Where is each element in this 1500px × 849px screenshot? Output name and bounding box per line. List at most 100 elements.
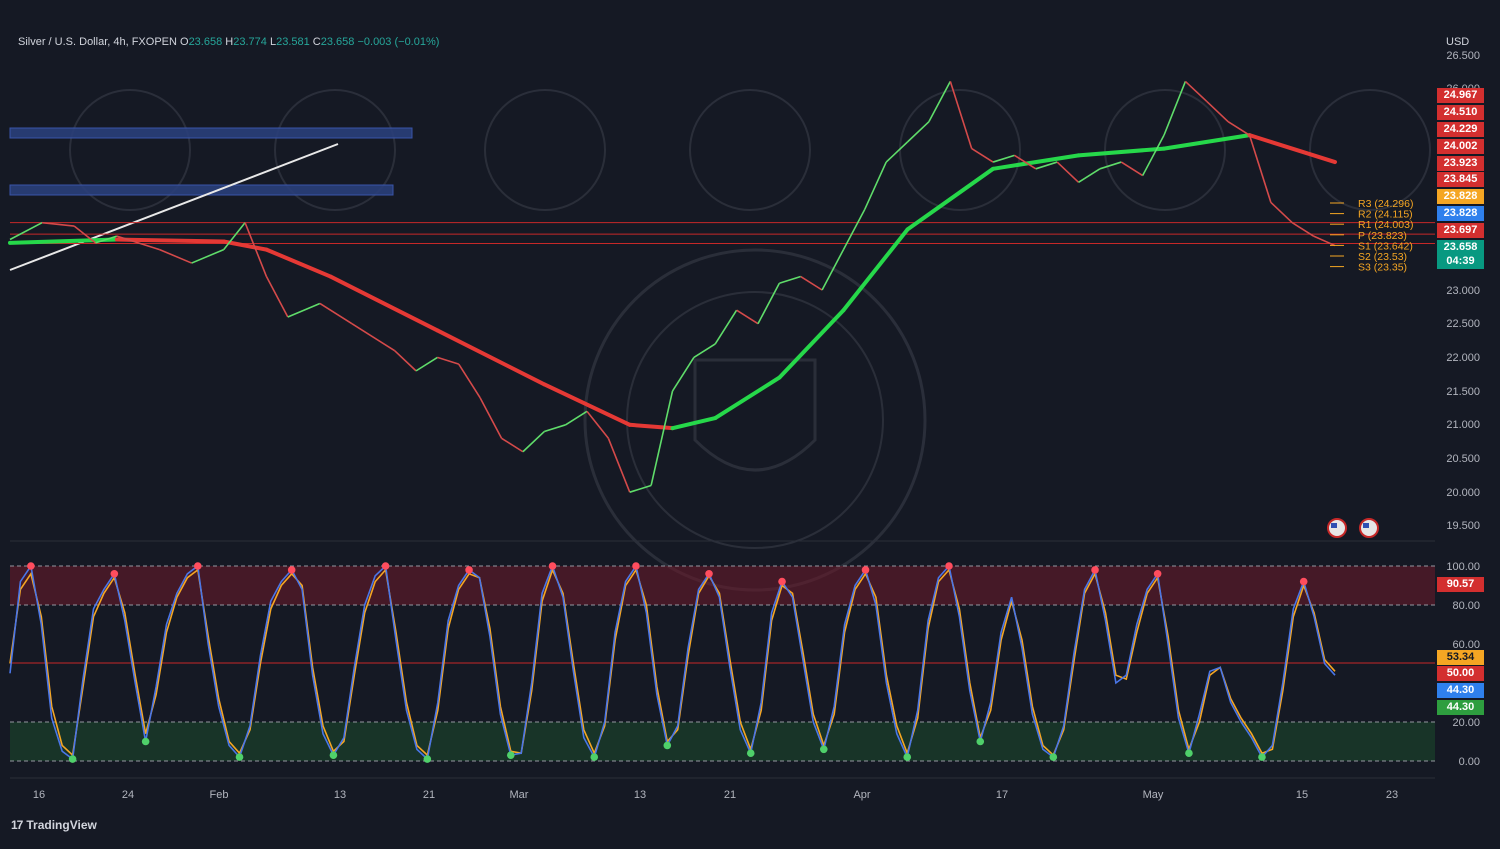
price-tag[interactable]: 24.510 <box>1437 105 1484 120</box>
stoch-overbought-dot <box>465 566 473 574</box>
moving-average-segment <box>114 237 226 244</box>
price-tag[interactable]: 23.923 <box>1437 156 1484 171</box>
tradingview-logo[interactable]: 17 TradingView <box>11 818 97 832</box>
stoch-oversold-dot <box>746 749 755 757</box>
price-segment <box>73 225 96 244</box>
stoch-tag[interactable]: 90.57 <box>1437 577 1484 592</box>
moving-average-segment <box>1162 133 1252 151</box>
pivot-label: R1 (24.003) <box>1358 219 1413 231</box>
pivot-label: P (23.823) <box>1358 230 1407 242</box>
price-segment <box>394 350 417 372</box>
moving-average-segment <box>328 274 440 333</box>
time-axis-tick-label: Feb <box>210 789 229 801</box>
price-tag[interactable]: 23.697 <box>1437 223 1484 238</box>
price-segment <box>479 397 503 439</box>
moving-average-segment <box>713 375 782 421</box>
price-segment <box>1099 161 1122 170</box>
trend-line[interactable] <box>9 143 339 271</box>
price-segment <box>1291 221 1315 237</box>
price-axis-tick-label: 26.500 <box>1446 50 1480 62</box>
price-segment <box>693 343 716 359</box>
price-segment <box>415 356 438 372</box>
price-axis-tick-label: 19.500 <box>1446 520 1480 532</box>
stoch-overbought-dot <box>945 562 953 570</box>
price-tag[interactable]: 24.229 <box>1437 122 1484 137</box>
stoch-tag[interactable]: 44.30 <box>1437 700 1484 715</box>
moving-average-segment <box>1247 133 1337 165</box>
pivot-label: S2 (23.53) <box>1358 251 1407 263</box>
price-segment <box>586 410 610 439</box>
low-label: L <box>269 36 277 48</box>
resistance-zone-lower[interactable] <box>9 184 394 196</box>
moving-average-segment <box>1076 146 1167 158</box>
low-value: 23.581 <box>276 36 310 48</box>
moving-average-segment <box>435 328 547 387</box>
price-segment <box>1078 168 1101 183</box>
moving-average-segment <box>777 308 846 380</box>
time-axis-tick-label: Apr <box>853 789 870 801</box>
stoch-k-line <box>9 563 1336 761</box>
price-tag[interactable]: 24.002 <box>1437 139 1484 154</box>
stoch-tag[interactable]: 44.30 <box>1437 683 1484 698</box>
price-segment <box>9 221 43 241</box>
close-value: 23.658 <box>320 36 355 48</box>
price-tag[interactable]: 23.828 <box>1437 189 1484 204</box>
open-value: 23.658 <box>188 36 223 48</box>
price-tag[interactable]: 23.828 <box>1437 206 1484 221</box>
stoch-overbought-dot <box>1153 570 1162 578</box>
stoch-overbought-dot <box>1299 577 1308 586</box>
price-segment <box>779 275 801 285</box>
price-tag[interactable]: 23.845 <box>1437 172 1484 187</box>
price-segment <box>191 248 225 264</box>
price-tag[interactable]: 23.658 <box>1437 240 1484 255</box>
resistance-zone-upper[interactable] <box>9 127 413 139</box>
price-segment <box>265 276 289 318</box>
price-segment <box>1141 134 1165 176</box>
price-segment <box>1184 80 1208 103</box>
stoch-oversold-dot <box>235 753 244 761</box>
price-segment <box>1163 81 1187 136</box>
price-segment <box>565 410 588 426</box>
us-flag-icon[interactable] <box>1359 518 1379 538</box>
stoch-axis-tick-label: 20.00 <box>1452 717 1480 729</box>
price-segment <box>607 437 631 493</box>
stoch-overbought-dot <box>193 562 202 570</box>
price-tag[interactable]: 04:39 <box>1437 254 1484 269</box>
price-segment <box>351 323 396 352</box>
price-segment <box>949 81 973 149</box>
stoch-tag[interactable]: 53.34 <box>1437 650 1484 665</box>
time-axis-tick-label: 21 <box>724 789 736 801</box>
price-segment <box>736 309 759 325</box>
price-tag[interactable]: 24.967 <box>1437 88 1484 103</box>
price-segment <box>244 222 268 277</box>
stoch-overbought-dot <box>705 570 713 578</box>
price-segment <box>800 275 823 291</box>
high-label: H <box>225 36 234 48</box>
price-segment <box>437 356 460 365</box>
price-segment <box>1014 154 1037 170</box>
us-flag-icon[interactable] <box>1327 518 1347 538</box>
stoch-overbought-zone <box>10 566 1435 605</box>
time-axis-tick-label: 17 <box>996 789 1008 801</box>
stoch-tag[interactable]: 50.00 <box>1437 666 1484 681</box>
symbol-header: Silver / U.S. Dollar, 4h, FXOPEN O23.658… <box>18 36 439 48</box>
price-segment <box>1227 120 1250 136</box>
change-value: −0.003 (−0.01%) <box>357 36 440 48</box>
moving-average-segment <box>670 416 718 431</box>
moving-average-segment <box>8 237 119 245</box>
price-segment <box>1313 235 1336 247</box>
price-axis-tick-label: 21.000 <box>1446 419 1480 431</box>
stoch-oversold-dot <box>1185 749 1193 757</box>
price-segment <box>544 424 566 433</box>
pivot-label: S1 (23.642) <box>1358 240 1413 252</box>
price-segment <box>842 208 866 250</box>
stoch-overbought-dot <box>548 562 557 570</box>
price-segment <box>1270 201 1293 224</box>
time-axis-tick-label: 15 <box>1296 789 1308 801</box>
currency-label[interactable]: USD <box>1446 36 1470 48</box>
price-segment <box>928 81 952 123</box>
price-segment <box>41 221 75 227</box>
stoch-oversold-dot <box>329 751 338 759</box>
